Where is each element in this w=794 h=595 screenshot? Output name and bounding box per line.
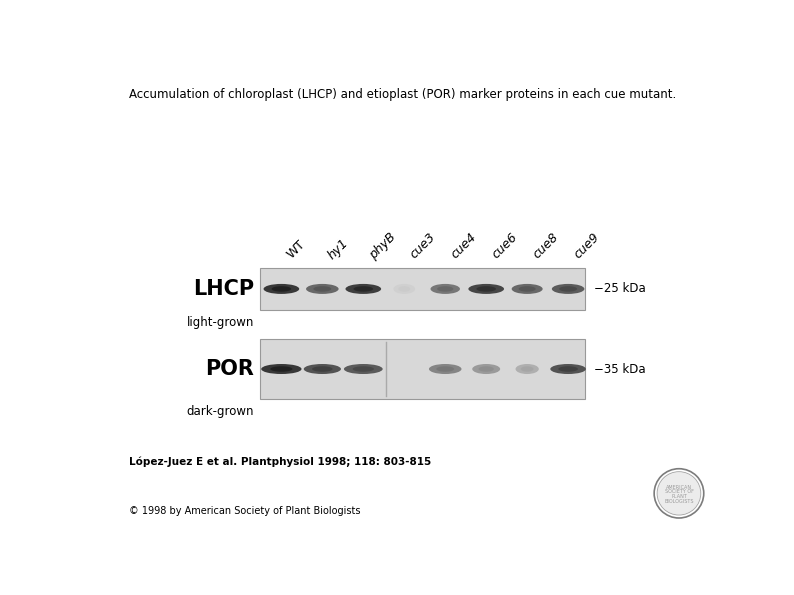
Text: LHCP: LHCP — [193, 279, 254, 299]
Text: WT: WT — [284, 238, 308, 262]
Text: hy1: hy1 — [326, 236, 351, 262]
Text: AMERICAN: AMERICAN — [666, 485, 692, 490]
Circle shape — [657, 472, 700, 515]
Ellipse shape — [559, 286, 577, 292]
Text: dark-grown: dark-grown — [187, 405, 254, 418]
Text: cue9: cue9 — [571, 231, 602, 262]
Ellipse shape — [314, 286, 331, 292]
Text: −35 kDa: −35 kDa — [594, 362, 646, 375]
Ellipse shape — [476, 286, 496, 292]
Bar — [260, 268, 585, 310]
Ellipse shape — [472, 364, 500, 374]
Ellipse shape — [550, 364, 586, 374]
Text: SOCIETY OF: SOCIETY OF — [665, 489, 693, 494]
Ellipse shape — [270, 367, 292, 372]
Text: cue4: cue4 — [449, 231, 479, 262]
Text: cue3: cue3 — [407, 231, 438, 262]
Ellipse shape — [272, 286, 291, 292]
Text: cue8: cue8 — [530, 231, 561, 262]
Text: Accumulation of chloroplast (LHCP) and etioplast (POR) marker proteins in each c: Accumulation of chloroplast (LHCP) and e… — [129, 88, 676, 101]
Ellipse shape — [468, 284, 504, 294]
Ellipse shape — [345, 284, 381, 294]
Ellipse shape — [436, 367, 454, 372]
Ellipse shape — [393, 284, 415, 294]
Ellipse shape — [511, 284, 542, 294]
Ellipse shape — [353, 367, 374, 372]
Ellipse shape — [430, 284, 460, 294]
Ellipse shape — [312, 367, 333, 372]
Ellipse shape — [344, 364, 383, 374]
Text: cue6: cue6 — [489, 231, 520, 262]
Ellipse shape — [399, 286, 410, 292]
Bar — [260, 339, 585, 399]
Text: López-Juez E et al. Plantphysiol 1998; 118: 803-815: López-Juez E et al. Plantphysiol 1998; 1… — [129, 456, 431, 467]
Ellipse shape — [353, 286, 373, 292]
Ellipse shape — [306, 284, 338, 294]
Ellipse shape — [552, 284, 584, 294]
Ellipse shape — [264, 284, 299, 294]
Ellipse shape — [515, 364, 539, 374]
Text: phyB: phyB — [366, 230, 398, 262]
Text: PLANT: PLANT — [671, 494, 687, 499]
Ellipse shape — [479, 367, 494, 372]
Ellipse shape — [261, 364, 302, 374]
Text: BIOLOGISTS: BIOLOGISTS — [665, 499, 694, 503]
Ellipse shape — [437, 286, 453, 292]
Text: POR: POR — [206, 359, 254, 379]
Text: © 1998 by American Society of Plant Biologists: © 1998 by American Society of Plant Biol… — [129, 506, 360, 516]
Text: light-grown: light-grown — [187, 317, 254, 329]
Ellipse shape — [521, 367, 534, 372]
Ellipse shape — [304, 364, 341, 374]
Ellipse shape — [558, 367, 578, 372]
Text: −25 kDa: −25 kDa — [594, 283, 646, 296]
Ellipse shape — [429, 364, 461, 374]
Ellipse shape — [518, 286, 536, 292]
